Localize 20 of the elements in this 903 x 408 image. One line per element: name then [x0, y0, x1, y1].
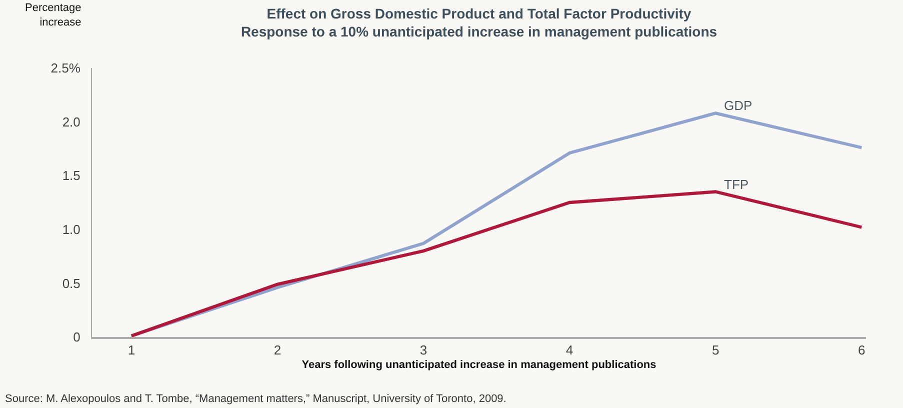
series-label: GDP [724, 98, 752, 113]
y-tick-label: 2.5% [50, 60, 81, 76]
series-label: TFP [724, 177, 749, 192]
x-tick-label: 5 [712, 342, 720, 358]
y-tick-label: 0.5 [62, 276, 80, 291]
x-tick-label: 2 [274, 342, 282, 358]
x-tick-label: 6 [858, 342, 866, 358]
source-note: Source: M. Alexopoulos and T. Tombe, “Management matters,” Manuscript, University of Toronto, 2009. [5, 393, 506, 405]
y-tick-label: 1.0 [62, 222, 80, 237]
y-tick-label: 2.0 [62, 114, 80, 130]
y-tick-label: 1.5 [62, 168, 80, 184]
line-series [130, 190, 864, 337]
y-axis-title: Percentage increase [25, 2, 82, 28]
y-tick-label: 0 [73, 330, 80, 345]
x-axis-title: Years following unanticipated increase in management publications [302, 359, 656, 372]
x-tick-label: 4 [566, 342, 574, 358]
x-tick-label: 1 [128, 342, 136, 358]
chart-subtitle: Response to a 10% unanticipated increase in management publications [240, 24, 718, 40]
chart-title: Effect on Gross Domestic Product and Total Factor Productivity [266, 5, 692, 22]
x-tick-label: 3 [420, 342, 428, 358]
